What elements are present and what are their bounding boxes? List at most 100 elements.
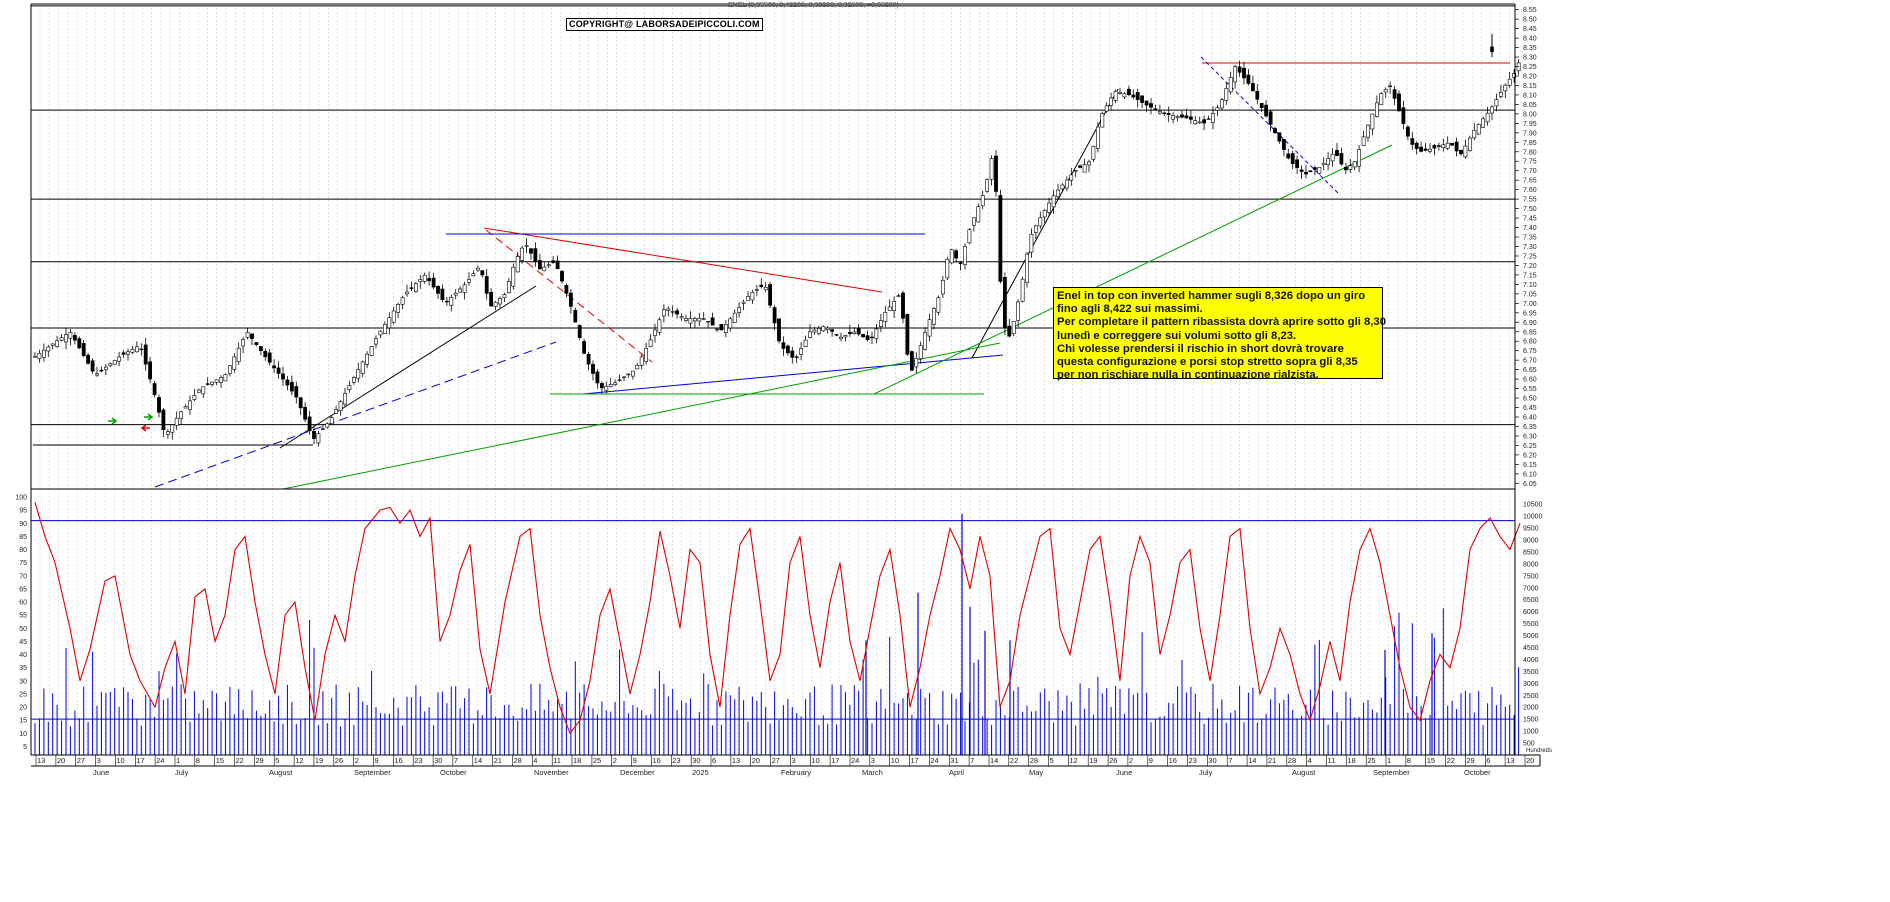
candle-down xyxy=(1131,94,1136,98)
candle-up xyxy=(33,356,37,358)
candle-up xyxy=(135,346,139,353)
candle-down xyxy=(870,336,874,339)
candle-down xyxy=(834,334,839,336)
candle-up xyxy=(179,411,184,419)
candle-down xyxy=(901,292,905,319)
candle-up xyxy=(1512,73,1517,78)
candle-down xyxy=(1406,126,1410,137)
price-tick-label: 7.05 xyxy=(1523,291,1537,298)
candle-up xyxy=(192,395,197,400)
candle-down xyxy=(1410,138,1415,145)
month-label: August xyxy=(269,768,293,777)
date-tick-label: 3 xyxy=(791,756,795,765)
candle-up xyxy=(1228,77,1233,93)
volume-tick-label: 1500 xyxy=(1523,717,1539,724)
candle-up xyxy=(967,229,972,244)
date-tick-label: 19 xyxy=(315,756,323,765)
date-tick-label: 27 xyxy=(772,756,780,765)
candle-down xyxy=(427,278,432,282)
month-label: April xyxy=(949,768,964,777)
oscillator-axis-labels: 5 10 15 20 25 30 35 40 45 50 55 60 65 70 75 80 85 90 95 100 xyxy=(15,495,27,751)
candle-down xyxy=(1184,115,1189,119)
month-axis-labels: June July August September October November De… xyxy=(93,768,1491,777)
candle-up xyxy=(1197,121,1202,124)
candle-up xyxy=(1361,136,1366,146)
candle-down xyxy=(1454,141,1459,152)
green-arrow-icon xyxy=(108,417,118,425)
date-tick-label: 25 xyxy=(593,756,601,765)
rising-support-black xyxy=(279,285,537,449)
month-label: October xyxy=(440,768,467,777)
candle-down xyxy=(436,285,440,294)
candle-up xyxy=(183,406,188,409)
volume-tick-label: 9500 xyxy=(1523,526,1539,533)
candle-up xyxy=(1016,301,1021,321)
candle-up xyxy=(511,266,516,287)
volume-tick-label: 6500 xyxy=(1523,597,1539,604)
volume-tick-label: 4000 xyxy=(1523,657,1539,664)
chart-header: ENEL (8,35500, 8,42200, 8,30200, 8,32600… xyxy=(728,2,899,9)
candle-up xyxy=(343,393,347,405)
date-tick-label: 1 xyxy=(176,756,180,765)
candle-down xyxy=(577,325,582,338)
price-tick-label: 7.50 xyxy=(1523,206,1537,213)
candle-up xyxy=(1383,89,1388,93)
oscillator-tick-label: 90 xyxy=(19,521,27,528)
volume-tick-label: 2000 xyxy=(1523,705,1539,712)
candle-up xyxy=(188,400,192,410)
candle-down xyxy=(1282,139,1286,150)
candle-up xyxy=(1366,124,1370,138)
candle-down xyxy=(121,352,126,355)
candle-down xyxy=(1339,153,1344,165)
candle-up xyxy=(320,428,325,430)
candle-up xyxy=(1082,164,1087,173)
date-tick-label: 24 xyxy=(156,756,164,765)
date-tick-label: 15 xyxy=(1427,756,1435,765)
candle-down xyxy=(489,291,494,307)
candle-down xyxy=(1313,167,1317,170)
candle-up xyxy=(325,423,330,428)
candle-up xyxy=(1499,92,1503,97)
candle-up xyxy=(387,317,392,329)
candle-up xyxy=(391,310,396,323)
date-tick-label: 7 xyxy=(1228,756,1232,765)
candle-up xyxy=(1220,99,1224,109)
month-label: May xyxy=(1029,768,1043,777)
candle-down xyxy=(440,288,445,300)
candle-up xyxy=(737,307,742,313)
note-line: Enel in top con inverted hammer sugli 8,… xyxy=(1057,290,1366,302)
candle-down xyxy=(1259,103,1264,109)
candle-down xyxy=(1268,111,1273,125)
candle-down xyxy=(1144,100,1149,106)
date-tick-label: 6 xyxy=(1486,756,1490,765)
candle-up xyxy=(799,348,804,355)
candle-up xyxy=(1224,88,1229,101)
oscillator-line xyxy=(34,502,1521,735)
date-tick-label: 30 xyxy=(434,756,442,765)
candle-down xyxy=(161,409,166,431)
candle-up xyxy=(923,332,928,350)
candle-up xyxy=(1352,161,1357,168)
candle-down xyxy=(675,310,680,315)
candle-up xyxy=(1034,225,1038,233)
candle-up xyxy=(750,291,755,301)
candle-up xyxy=(1357,149,1362,167)
candle-up xyxy=(329,417,334,424)
date-tick-label: 26 xyxy=(1109,756,1117,765)
candle-down xyxy=(272,365,277,369)
candle-up xyxy=(108,363,113,366)
candle-down xyxy=(1162,112,1167,115)
date-tick-label: 27 xyxy=(77,756,85,765)
price-tick-label: 7.40 xyxy=(1523,225,1537,232)
candle-up xyxy=(506,281,511,294)
candle-up xyxy=(418,279,423,282)
candle-up xyxy=(1020,278,1025,302)
price-tick-label: 6.10 xyxy=(1523,471,1537,478)
candle-up xyxy=(201,386,206,395)
price-tick-label: 6.25 xyxy=(1523,443,1537,450)
volume-tick-label: 4500 xyxy=(1523,645,1539,652)
candle-down xyxy=(250,333,254,339)
month-label: December xyxy=(620,768,655,777)
candle-up xyxy=(812,329,817,333)
